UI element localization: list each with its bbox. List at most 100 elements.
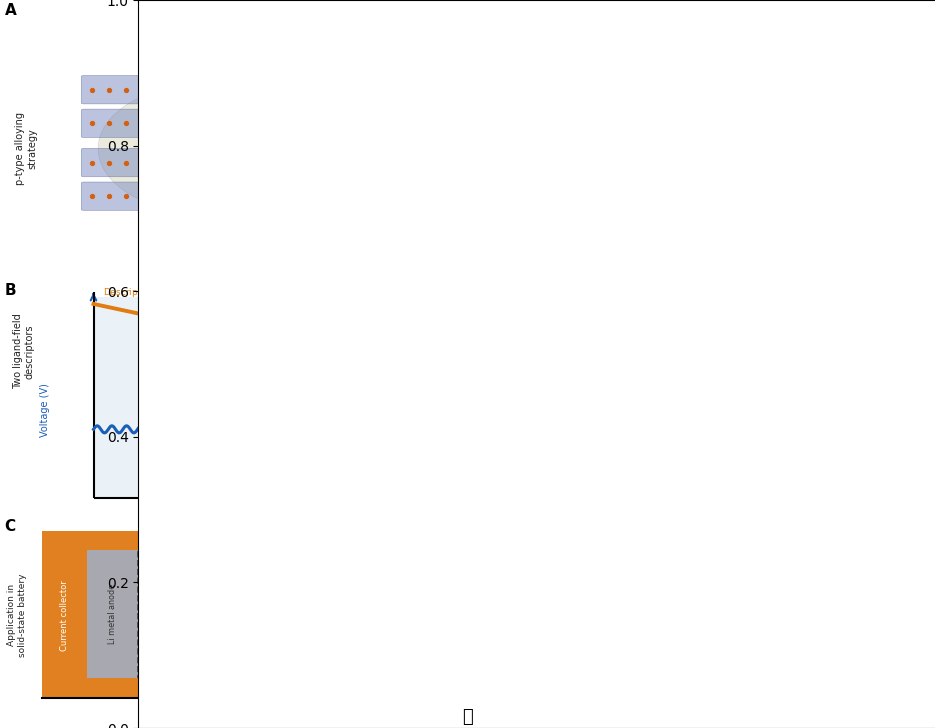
FancyBboxPatch shape — [259, 182, 349, 210]
FancyBboxPatch shape — [269, 550, 367, 617]
FancyBboxPatch shape — [138, 550, 269, 678]
Text: $C_{Li}$: $C_{Li}$ — [275, 536, 290, 550]
Text: C: C — [5, 519, 16, 534]
Text: $E_F^{MX'}$: $E_F^{MX'}$ — [694, 595, 711, 610]
FancyBboxPatch shape — [446, 120, 536, 149]
Text: 3d: 3d — [213, 148, 224, 157]
Text: $M_{\alpha}^{(n-1)e^-}$: $M_{\alpha}^{(n-1)e^-}$ — [368, 253, 417, 273]
FancyBboxPatch shape — [42, 531, 87, 697]
Ellipse shape — [472, 84, 687, 213]
FancyBboxPatch shape — [259, 149, 349, 177]
FancyBboxPatch shape — [81, 76, 171, 104]
FancyBboxPatch shape — [367, 550, 435, 678]
Text: (M'-X): (M'-X) — [745, 662, 770, 670]
FancyBboxPatch shape — [850, 531, 895, 697]
FancyBboxPatch shape — [87, 550, 138, 678]
Text: (M-X)*: (M-X)* — [478, 544, 504, 553]
Text: B: B — [5, 282, 16, 298]
FancyBboxPatch shape — [584, 578, 687, 609]
Text: Interfacial region: Interfacial region — [385, 700, 475, 710]
Text: Sulfide electrolyte: Sulfide electrolyte — [168, 576, 178, 652]
FancyBboxPatch shape — [81, 182, 171, 210]
Text: (M'-X)*: (M'-X)* — [743, 536, 771, 545]
FancyBboxPatch shape — [259, 87, 349, 115]
Ellipse shape — [285, 84, 500, 213]
Text: $M_{\beta}^{(n-1)e^-}$: $M_{\beta}^{(n-1)e^-}$ — [555, 250, 604, 273]
Text: α phase: α phase — [346, 387, 393, 400]
Ellipse shape — [173, 3, 360, 42]
FancyBboxPatch shape — [145, 550, 151, 678]
Text: Descriptor I: $\Delta_{\alpha\text{-}\beta}^{CFSS}=n_\alpha\dfrac{Z_Le^2r_i^4}{6: Descriptor I: $\Delta_{\alpha\text{-}\be… — [374, 461, 557, 490]
FancyBboxPatch shape — [42, 678, 895, 697]
Text: Stage  II: Stage II — [458, 7, 505, 17]
Text: $C'_{Li}$: $C'_{Li}$ — [425, 535, 444, 550]
FancyBboxPatch shape — [223, 550, 230, 678]
Text: Two ligand-field
descriptors: Two ligand-field descriptors — [12, 313, 35, 389]
Text: orbital transformation: orbital transformation — [213, 25, 320, 34]
Text: Un-tunable: Un-tunable — [743, 503, 809, 515]
FancyBboxPatch shape — [151, 550, 158, 678]
Text: (M-X): (M-X) — [480, 673, 502, 683]
FancyBboxPatch shape — [446, 87, 536, 115]
Text: 1. Electron number: 1. Electron number — [743, 79, 843, 89]
FancyBboxPatch shape — [204, 550, 210, 678]
FancyBboxPatch shape — [184, 550, 191, 678]
FancyBboxPatch shape — [81, 109, 171, 138]
Text: 💡: 💡 — [462, 708, 473, 726]
FancyBboxPatch shape — [446, 149, 536, 177]
FancyBboxPatch shape — [269, 617, 367, 678]
FancyBboxPatch shape — [250, 550, 256, 678]
FancyBboxPatch shape — [263, 550, 269, 678]
Text: p-type
alloying: p-type alloying — [615, 584, 656, 604]
Text: Current collector: Current collector — [868, 579, 877, 651]
Text: β phase: β phase — [650, 364, 697, 376]
FancyBboxPatch shape — [259, 120, 349, 149]
Text: Voltage (V): Voltage (V) — [40, 384, 50, 438]
Text: valence-state change: valence-state change — [621, 25, 726, 34]
FancyBboxPatch shape — [785, 546, 846, 561]
Text: 3d: 3d — [395, 148, 406, 157]
FancyBboxPatch shape — [243, 550, 250, 678]
Text: Current collector: Current collector — [60, 579, 69, 651]
Text: Li⁺/Li: Li⁺/Li — [805, 549, 826, 558]
Text: 2. Ligand field: 2. Ligand field — [743, 111, 817, 122]
Text: Descriptor II: $\Delta CFSE_{\alpha\text{-}\beta}$=$(n_1N_x+n_2N_y+\cdots)_\alph: Descriptor II: $\Delta CFSE_{\alpha\text… — [103, 283, 523, 304]
FancyBboxPatch shape — [230, 550, 237, 678]
Text: $E_F^{MX}$: $E_F^{MX}$ — [454, 609, 470, 625]
Text: Stage  I: Stage I — [245, 7, 288, 17]
Text: 4. …: 4. … — [743, 175, 767, 186]
FancyBboxPatch shape — [446, 182, 536, 210]
Ellipse shape — [98, 84, 313, 213]
Text: Competition: Competition — [467, 313, 534, 323]
FancyBboxPatch shape — [81, 149, 171, 177]
Text: Traditional oxide
cathode (×): Traditional oxide cathode (×) — [286, 574, 350, 593]
Text: Application in
solid-state battery: Application in solid-state battery — [7, 574, 26, 657]
Ellipse shape — [692, 84, 907, 213]
Text: p-type alloying
strategy: p-type alloying strategy — [15, 112, 37, 185]
FancyBboxPatch shape — [94, 297, 612, 498]
Text: $M_{\gamma}^{(n-m)e^-}$: $M_{\gamma}^{(n-m)e^-}$ — [774, 251, 825, 273]
Text: ligand-field transition: ligand-field transition — [429, 25, 534, 34]
Text: Stage  III: Stage III — [649, 7, 698, 17]
FancyBboxPatch shape — [755, 109, 844, 138]
Text: 3d: 3d — [582, 148, 593, 157]
FancyBboxPatch shape — [237, 550, 243, 678]
FancyBboxPatch shape — [217, 550, 223, 678]
FancyBboxPatch shape — [178, 550, 184, 678]
Text: $M_{\alpha}^{ne^-}$: $M_{\alpha}^{ne^-}$ — [192, 257, 220, 273]
FancyBboxPatch shape — [42, 531, 895, 550]
FancyBboxPatch shape — [210, 550, 217, 678]
FancyBboxPatch shape — [138, 550, 145, 678]
FancyBboxPatch shape — [197, 550, 204, 678]
Text: 3. Stacking pattern: 3. Stacking pattern — [743, 143, 843, 154]
Text: Li-free sulfide
cathode (√): Li-free sulfide cathode (√) — [292, 645, 344, 664]
Text: Phase stability: Phase stability — [912, 363, 921, 435]
FancyBboxPatch shape — [256, 550, 263, 678]
Text: α phase: α phase — [152, 440, 203, 452]
FancyBboxPatch shape — [612, 297, 893, 498]
Text: Li metal anode: Li metal anode — [108, 584, 117, 644]
FancyBboxPatch shape — [435, 550, 850, 678]
FancyBboxPatch shape — [158, 550, 165, 678]
FancyBboxPatch shape — [755, 143, 844, 171]
FancyBboxPatch shape — [171, 550, 178, 678]
